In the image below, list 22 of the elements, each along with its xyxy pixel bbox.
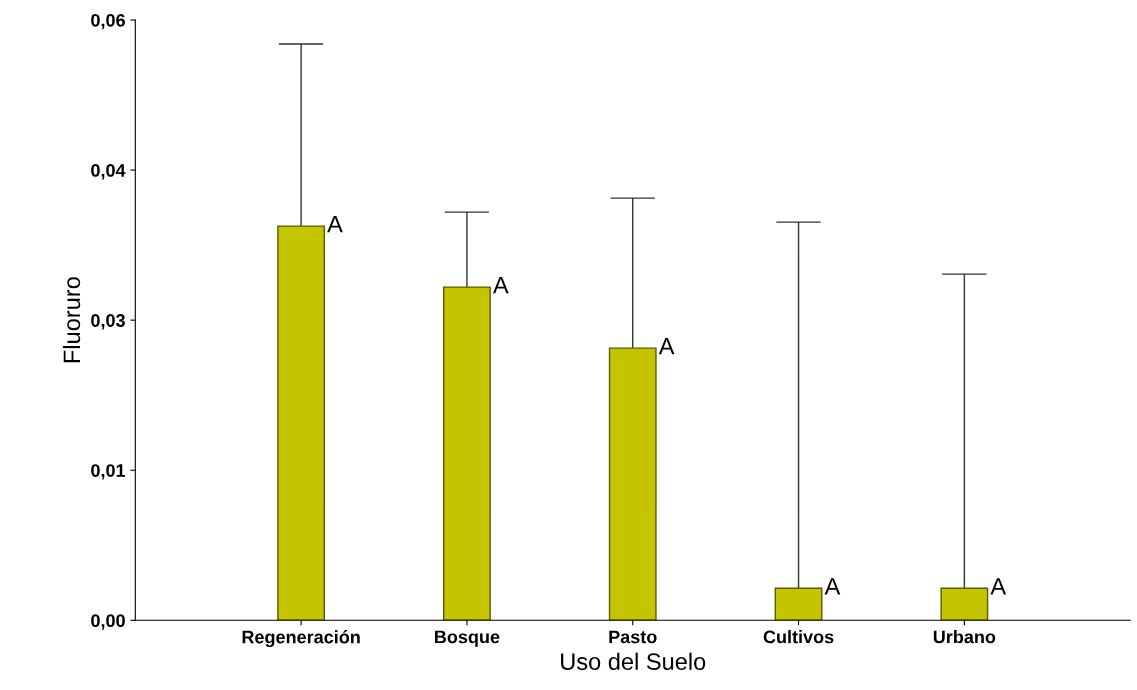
y-tick-label: 0,06: [91, 13, 125, 30]
y-tick-label: 0,03: [91, 314, 125, 330]
bar: [277, 225, 326, 621]
y-axis-title: Fluoruro: [62, 277, 81, 363]
annotation: A: [658, 338, 675, 355]
annotation: A: [824, 578, 841, 595]
y-tick-label: 0,01: [91, 464, 126, 480]
x-tick-label: Cultivos: [763, 630, 834, 644]
bar: [443, 286, 491, 621]
x-axis-title: Uso del Suelo: [561, 652, 706, 670]
y-tick-label: 0,04: [91, 164, 126, 180]
bar: [940, 587, 989, 621]
x-tick-label: Regeneración: [242, 630, 360, 648]
x-tick-label: Urbano: [933, 630, 996, 644]
annotation: A: [492, 277, 509, 294]
bar: [774, 587, 823, 621]
y-tick-label: 0,00: [91, 614, 125, 630]
annotation: A: [990, 578, 1007, 595]
bar: [608, 347, 657, 621]
x-tick-label: Pasto: [609, 630, 657, 644]
x-tick-label: Bosque: [435, 630, 500, 647]
annotation: A: [327, 215, 343, 233]
